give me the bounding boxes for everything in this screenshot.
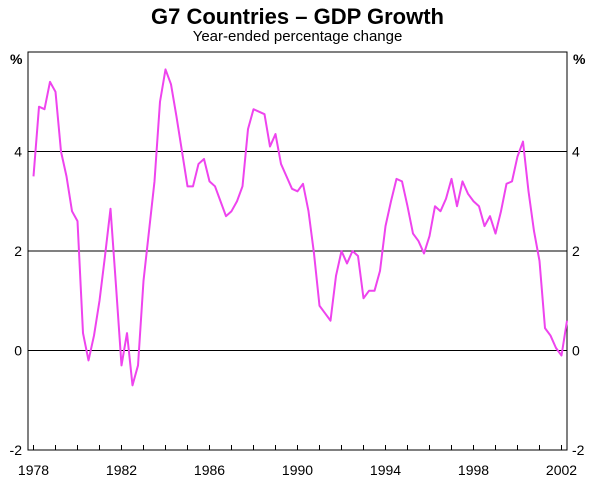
y-axis-labels: -2 -2 0 0 2 2 4 4 bbox=[10, 144, 585, 459]
x-axis-ticks bbox=[33, 445, 562, 450]
series-lines bbox=[32, 68, 568, 387]
x-tick-label-1994: 1994 bbox=[370, 462, 401, 478]
y-tick-label-left: 4 bbox=[14, 144, 22, 160]
y-tick-label-left: -2 bbox=[10, 442, 23, 458]
y-tick-label-right: 2 bbox=[572, 243, 580, 259]
x-tick-label-1998: 1998 bbox=[458, 462, 489, 478]
left-unit-label: % bbox=[10, 51, 23, 67]
x-tick-label-1982: 1982 bbox=[106, 462, 137, 478]
x-tick-label-2002: 2002 bbox=[546, 462, 577, 478]
chart-title: G7 Countries – GDP Growth bbox=[151, 4, 444, 29]
y-tick-label-left: 2 bbox=[14, 243, 22, 259]
x-axis-labels: 1978 1982 1986 1990 1994 1998 2002 bbox=[18, 462, 577, 478]
y-tick-label-right: 4 bbox=[572, 144, 580, 160]
chart-subtitle: Year-ended percentage change bbox=[192, 28, 403, 45]
series-line-0 bbox=[32, 68, 568, 387]
x-tick-label-1990: 1990 bbox=[282, 462, 313, 478]
y-tick-label-left: 0 bbox=[14, 343, 22, 359]
gridlines bbox=[28, 151, 567, 351]
x-tick-label-1986: 1986 bbox=[194, 462, 225, 478]
right-unit-label: % bbox=[573, 51, 586, 67]
y-tick-label-right: -2 bbox=[572, 442, 585, 458]
y-tick-label-right: 0 bbox=[572, 343, 580, 359]
x-tick-label-1978: 1978 bbox=[18, 462, 49, 478]
